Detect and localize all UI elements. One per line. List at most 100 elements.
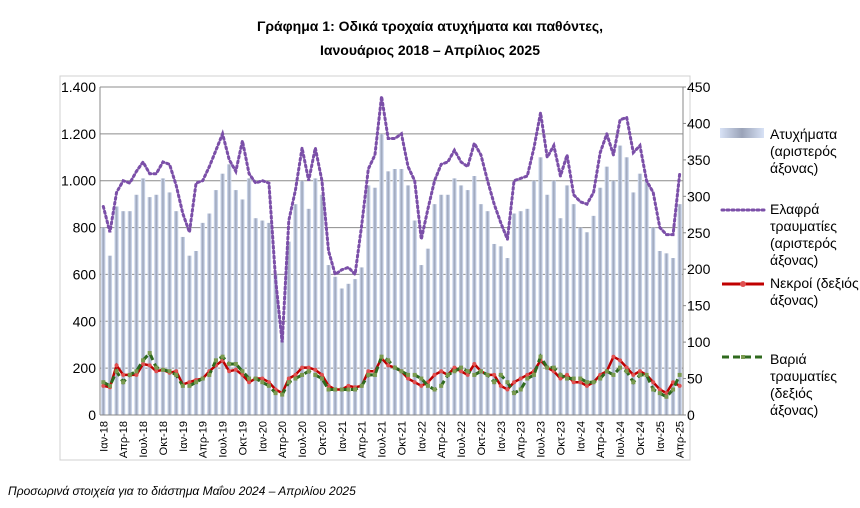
bar [313,178,318,415]
bar [631,192,636,415]
marker [571,380,576,385]
x-tick-label: Ιουλ-20 [297,421,309,458]
marker [598,376,603,381]
bar [326,265,331,415]
x-tick-label: Απρ-24 [595,421,607,458]
marker [452,365,457,370]
x-tick-label: Ιαν-22 [416,421,428,452]
marker [465,369,470,374]
bar [386,171,391,415]
bar [531,180,537,415]
x-tick-label: Απρ-18 [118,421,130,458]
y-tick-label: 1.200 [61,126,96,142]
marker [637,372,642,377]
bar [121,211,126,415]
marker [306,369,311,374]
marker [425,383,430,388]
x-tick-label: Ιουλ-24 [615,421,627,458]
marker [611,354,616,359]
bar [651,227,656,415]
bar [439,194,444,415]
marker [637,369,642,374]
marker [260,380,265,385]
marker [346,387,351,392]
marker [485,372,490,377]
marker [538,354,543,359]
marker [359,383,364,388]
marker [134,369,139,374]
marker [439,369,444,374]
y2-tick-label: 150 [687,298,711,314]
bar [246,178,252,415]
marker [319,372,324,377]
marker [333,387,338,392]
bar [227,164,232,415]
marker [432,387,437,392]
marker [293,372,298,377]
x-tick-label: Ιουλ-23 [536,421,548,458]
marker [651,380,656,385]
bar [333,276,338,415]
bar [478,204,484,415]
marker [227,369,232,374]
bar [564,185,570,415]
marker [253,376,258,381]
marker [300,365,305,370]
marker [677,383,682,388]
bar [604,166,609,415]
marker [141,361,146,366]
bar [624,157,629,416]
marker [200,376,205,381]
marker [346,383,351,388]
marker [127,372,132,377]
marker [386,363,391,368]
marker [326,387,331,392]
bar [352,279,358,415]
legend-label: Ελαφρά τραυματίες (αριστερός άξονας) [770,201,838,268]
marker [101,383,106,388]
marker [233,361,238,366]
marker [465,372,470,377]
marker [631,372,636,377]
marker [439,383,444,388]
marker [180,383,185,388]
bar [445,194,450,415]
marker [160,367,165,372]
marker [406,376,411,381]
x-tick-label: Ιαν-20 [257,421,269,452]
marker [293,376,298,381]
marker [326,383,331,388]
bar [432,204,437,415]
bar [372,187,378,415]
legend-symbol [741,355,745,359]
marker [459,369,464,374]
bar [677,204,682,415]
bar [253,218,258,415]
bar [260,220,265,415]
bar [584,232,590,415]
marker [505,387,510,392]
marker [657,391,662,396]
marker [147,363,152,368]
bar [472,176,477,415]
marker [121,372,126,377]
bar [518,211,523,415]
bar [180,236,185,415]
marker [624,369,629,374]
marker [657,387,662,392]
marker [412,372,417,377]
marker [247,376,252,381]
x-tick-label: Ιουλ-21 [377,421,389,458]
bar [511,213,517,415]
bar [359,267,364,415]
bar [591,215,596,415]
series-line [101,96,682,343]
bar [299,180,305,415]
marker [445,372,450,377]
bar [657,251,662,415]
marker [498,383,503,388]
marker [300,372,305,377]
bar [319,194,325,415]
bar [492,243,497,415]
